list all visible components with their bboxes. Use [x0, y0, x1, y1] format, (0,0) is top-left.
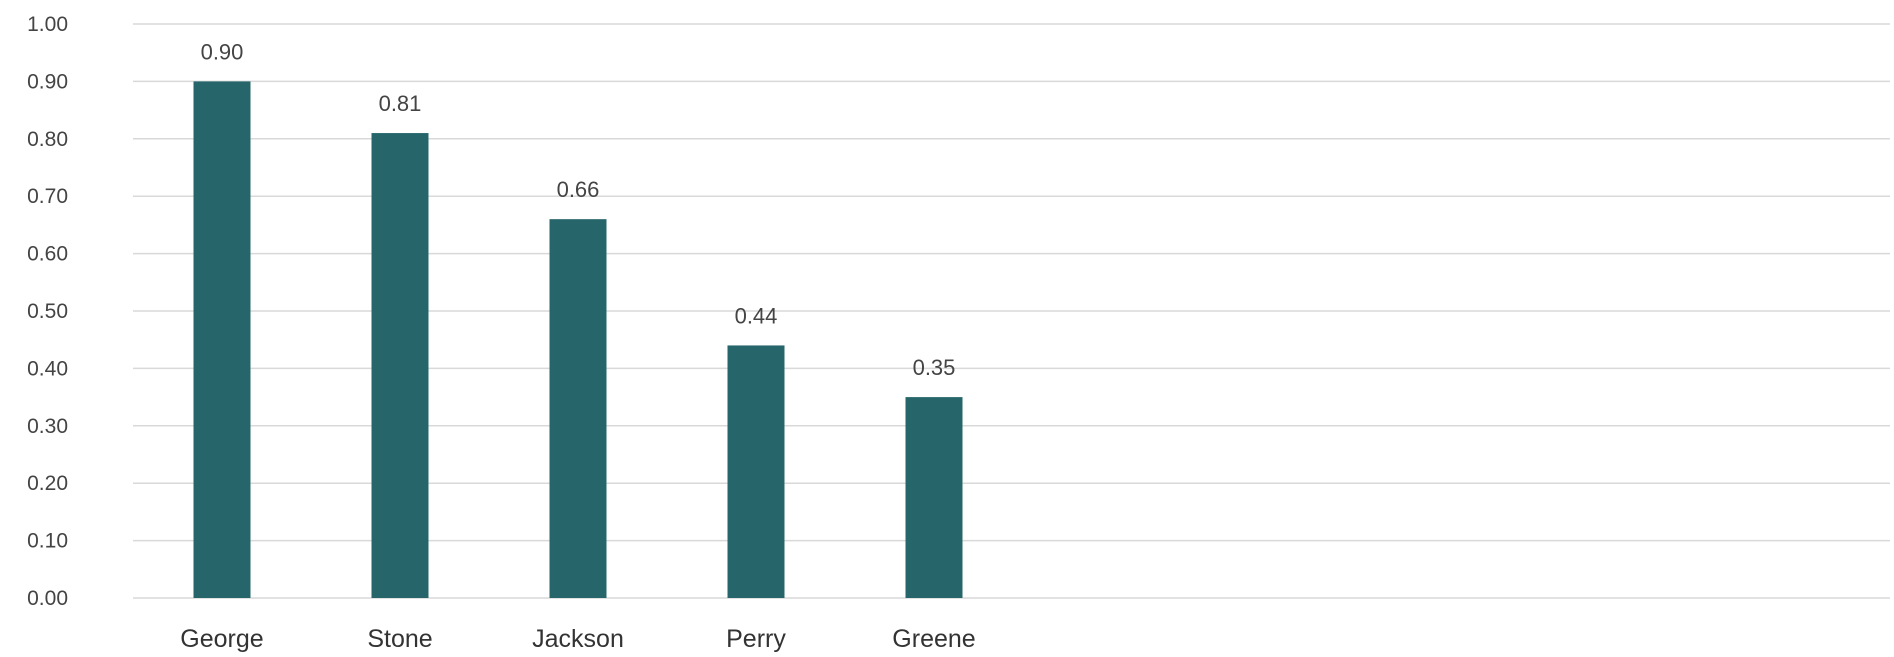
bar	[905, 397, 963, 598]
y-tick-label: 1.00	[27, 13, 68, 36]
data-label: 0.81	[379, 91, 422, 116]
bars	[193, 81, 963, 598]
bar	[727, 345, 785, 598]
x-category-label: Stone	[367, 625, 432, 653]
bar	[371, 133, 429, 598]
y-tick-label: 0.70	[27, 185, 68, 208]
y-tick-label: 0.10	[27, 530, 68, 553]
x-category-label: George	[180, 625, 263, 653]
y-tick-label: 0.30	[27, 415, 68, 438]
y-tick-label: 0.20	[27, 472, 68, 495]
x-category-label: Perry	[726, 625, 786, 653]
y-tick-label: 0.50	[27, 300, 68, 323]
bar	[193, 81, 251, 598]
data-label: 0.66	[557, 177, 600, 202]
y-tick-label: 0.40	[27, 357, 68, 380]
x-category-label: Greene	[892, 625, 975, 653]
y-axis-tick-labels: 0.00 0.10 0.20 0.30 0.40 0.50 0.60 0.70 0.80 0.90…	[27, 13, 68, 610]
bar	[549, 219, 607, 598]
data-labels: 0.90 0.81 0.66 0.44 0.35	[201, 39, 956, 380]
data-label: 0.44	[735, 303, 778, 328]
y-tick-label: 0.00	[27, 587, 68, 610]
x-axis-category-labels: George Stone Jackson Perry Greene	[180, 625, 975, 653]
y-tick-label: 0.80	[27, 128, 68, 151]
y-tick-label: 0.90	[27, 70, 68, 93]
data-label: 0.35	[913, 355, 956, 380]
x-category-label: Jackson	[532, 625, 624, 653]
data-label: 0.90	[201, 39, 244, 64]
y-tick-label: 0.60	[27, 243, 68, 266]
